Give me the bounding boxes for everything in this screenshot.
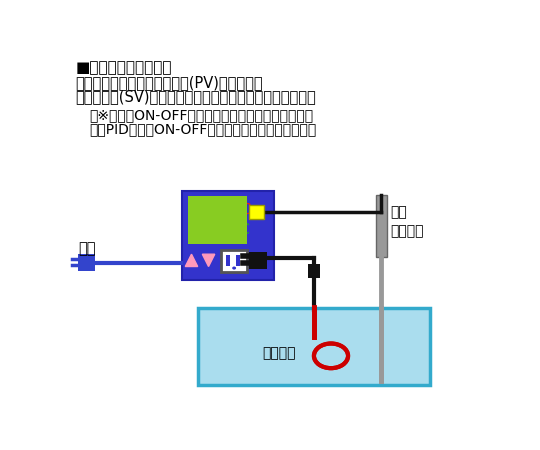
- Polygon shape: [202, 254, 215, 266]
- Text: ※電気のON-OFFの度合いを温度制御方式と呼び、: ※電気のON-OFFの度合いを温度制御方式と呼び、: [89, 108, 313, 122]
- Bar: [308, 264, 320, 278]
- Text: SV:60℃: SV:60℃: [191, 202, 251, 217]
- Bar: [78, 254, 96, 271]
- Polygon shape: [185, 254, 198, 266]
- Bar: [198, 308, 430, 385]
- Text: :: :: [254, 207, 259, 222]
- Bar: [249, 205, 265, 219]
- Text: ■温度調節器の仕組み: ■温度調節器の仕組み: [75, 60, 172, 75]
- Bar: [187, 197, 247, 244]
- Text: 温度センサーで現在の温度(PV)を感知し、: 温度センサーで現在の温度(PV)を感知し、: [75, 75, 263, 90]
- Bar: [376, 195, 387, 256]
- Text: 電源: 電源: [78, 241, 96, 256]
- Bar: [221, 250, 247, 272]
- Text: PV:18℃: PV:18℃: [191, 222, 251, 237]
- Bar: [182, 191, 274, 279]
- Text: PID制御、ON-OFF制御などの方式があります。: PID制御、ON-OFF制御などの方式があります。: [89, 122, 316, 136]
- Text: 温度
センサー: 温度 センサー: [390, 205, 424, 239]
- Bar: [249, 252, 267, 269]
- Ellipse shape: [232, 266, 236, 270]
- Text: ヒーター: ヒーター: [262, 346, 295, 360]
- Bar: [235, 255, 240, 266]
- Bar: [226, 255, 230, 266]
- Text: 設定温度(SV)に達するまでヒーターに電気を流します。: 設定温度(SV)に達するまでヒーターに電気を流します。: [75, 90, 316, 104]
